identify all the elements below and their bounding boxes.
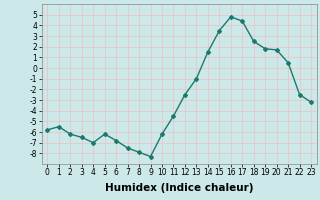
X-axis label: Humidex (Indice chaleur): Humidex (Indice chaleur) bbox=[105, 183, 253, 193]
